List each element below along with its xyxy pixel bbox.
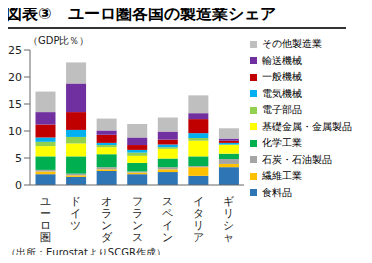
svg-text:ン: ン [131,219,143,232]
svg-text:ラ: ラ [131,207,143,220]
svg-text:25: 25 [8,44,22,57]
svg-text:ア: ア [193,231,204,244]
html-text:その他製造業: その他製造業 [262,38,322,50]
html-text:図表③ ユーロ圏各国の製造業シェア: 図表③ ユーロ圏各国の製造業シェア [6,4,276,23]
svg-text:ユ: ユ [39,195,51,208]
html-text:基礎金属・金属製品: 基礎金属・金属製品 [262,120,352,132]
svg-text:ン: ン [100,219,112,232]
svg-text:10: 10 [8,125,22,138]
svg-text:5: 5 [15,152,22,165]
html-text:一般機械: 一般機械 [262,71,302,83]
svg-text:ダ: ダ [101,231,113,244]
svg-text:ド: ド [70,195,82,208]
svg-text:イ: イ [162,219,174,232]
svg-text:ラ: ラ [100,207,112,220]
html-text:石炭・石油製品: 石炭・石油製品 [262,153,332,165]
svg-text:ン: ン [162,231,173,244]
svg-text:ー: ー [39,207,51,220]
svg-text:ギ: ギ [223,195,235,208]
svg-text:オ: オ [100,195,112,208]
svg-text:リ: リ [192,219,204,232]
html-text:輸送機械: 輸送機械 [262,54,302,66]
svg-text:ャ: ャ [223,231,234,244]
html-text:（GDP比％）: （GDP比％） [28,35,90,46]
html-text:繊維工業: 繊維工業 [262,170,302,182]
svg-text:シ: シ [223,219,235,232]
html-text:食料品: 食料品 [262,186,292,198]
svg-text:ス: ス [132,231,143,244]
svg-text:イ: イ [70,207,82,220]
svg-text:15: 15 [8,98,22,111]
svg-text:圏: 圏 [40,231,51,244]
svg-text:ス: ス [162,195,174,208]
html-text:（出所：EurostatよりSCGR作成）: （出所：EurostatよりSCGR作成） [6,247,166,258]
svg-text:イ: イ [192,195,204,208]
svg-text:タ: タ [192,207,204,220]
svg-text:ペ: ペ [162,207,174,220]
svg-text:0: 0 [15,179,22,192]
html-text:電子部品: 電子部品 [262,104,302,116]
svg-text:20: 20 [8,71,22,84]
svg-text:リ: リ [223,207,235,220]
html-text:電気機械: 電気機械 [262,87,302,99]
svg-text:フ: フ [131,195,143,208]
svg-text:ツ: ツ [70,219,81,232]
html-text:化学工業: 化学工業 [262,137,302,149]
svg-text:ロ: ロ [39,219,51,232]
